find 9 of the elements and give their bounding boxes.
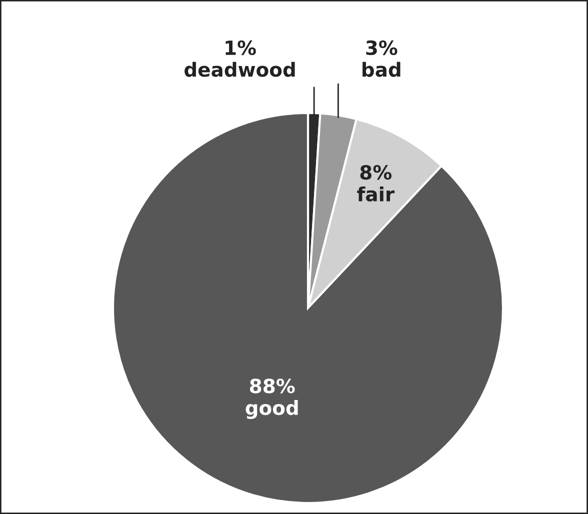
data-label: 1% — [226, 40, 256, 56]
slice-label: fair — [357, 186, 394, 202]
pie-slice — [112, 112, 504, 504]
data-label: 8% — [360, 165, 392, 180]
data-label: 3% — [366, 40, 398, 56]
slice-label: good — [246, 400, 298, 420]
slice-label: bad — [362, 62, 400, 77]
slice-label: deadwood — [184, 62, 295, 77]
data-label: 88% — [250, 378, 295, 394]
